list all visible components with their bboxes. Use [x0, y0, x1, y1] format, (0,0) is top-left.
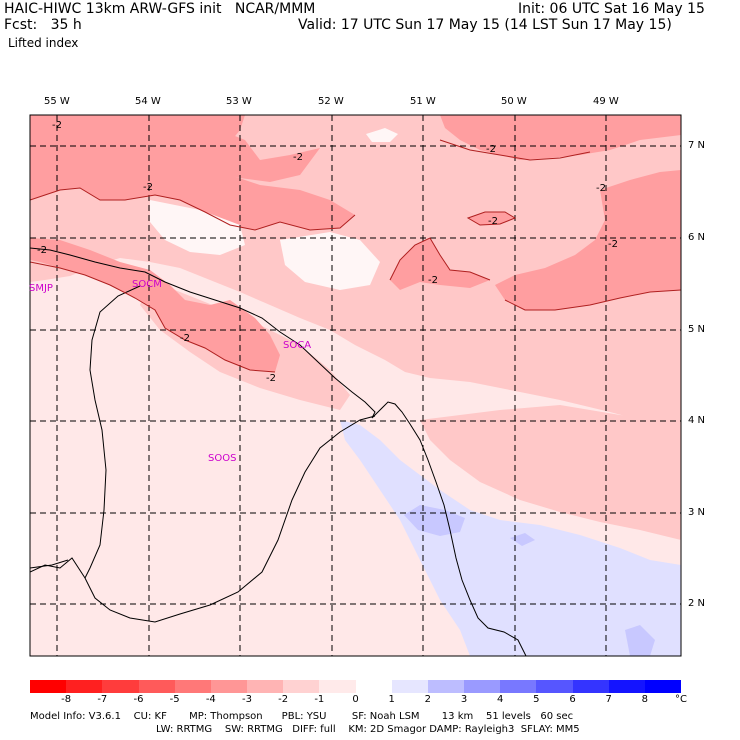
colorbar-tick-label: -3 — [242, 694, 252, 705]
forecast-hour: Fcst: 35 h — [4, 17, 82, 33]
colorbar-cell — [30, 680, 67, 693]
station-label-smjp: SMJP — [29, 283, 53, 294]
contour-label: -2 — [143, 182, 153, 193]
contour-label: -2 — [293, 152, 303, 163]
colorbar-cell — [247, 680, 284, 693]
border-line-south-west — [30, 559, 69, 569]
colorbar-tick-label: 1 — [388, 694, 395, 705]
init-time: Init: 06 UTC Sat 16 May 15 — [518, 1, 705, 17]
contour-label: -2 — [266, 373, 276, 384]
colorbar-tick-label: 2 — [424, 694, 432, 705]
colorbar-tick-label: -8 — [61, 694, 72, 705]
li-minus2-region-east — [420, 405, 681, 540]
li-minus3-region-coast — [30, 238, 280, 372]
colorbar-tick-label: 6 — [569, 694, 576, 705]
lon-label: 49 W — [593, 96, 619, 107]
lon-label: 51 W — [410, 96, 436, 107]
li-minus3-region-northwest — [30, 115, 355, 230]
field-name: Lifted index — [8, 36, 79, 50]
contour-label: -2 — [596, 183, 606, 194]
colorbar-cell — [138, 680, 176, 693]
colorbar-tick-label: -2 — [278, 694, 289, 705]
colorbar-tick-label: 3 — [460, 694, 468, 705]
lon-label: 50 W — [501, 96, 527, 107]
lon-label: 53 W — [226, 96, 252, 107]
colorbar-cell — [644, 680, 682, 693]
colorbar-tick-label: 7 — [605, 694, 612, 705]
contour-label: -2 — [488, 216, 498, 227]
lat-lon-grid — [30, 115, 681, 656]
colorbar-cell — [572, 680, 610, 693]
station-label-socm: SOCM — [132, 279, 162, 290]
colorbar-cell — [319, 680, 356, 693]
colorbar-cell — [464, 680, 501, 693]
colorbar-tick-label: -1 — [314, 694, 325, 705]
lon-label: 52 W — [318, 96, 344, 107]
lat-label: 4 N — [688, 415, 706, 426]
colorbar-tick-label: 5 — [533, 694, 540, 705]
colorbar-tick-label: -6 — [133, 694, 144, 705]
contour-label: -2 — [52, 120, 62, 131]
li-minus3-region-small — [468, 212, 515, 225]
lat-label: 3 N — [688, 507, 706, 518]
station-label-soca: SOCA — [283, 340, 312, 351]
li-zero-region-center — [280, 232, 380, 290]
contour-label: -2 — [428, 275, 438, 286]
colorbar-cell — [102, 680, 139, 693]
contour-lines — [30, 139, 681, 373]
colorbar-cell — [210, 680, 248, 693]
valid-time: Valid: 17 UTC Sun 17 May 15 (14 LST Sun … — [298, 17, 672, 33]
li-plus2-region-b — [510, 533, 535, 546]
colorbar-cell — [500, 680, 537, 693]
colorbar-cell — [427, 680, 465, 693]
colorbar-cell — [283, 680, 320, 693]
li-minus3-region-east — [495, 170, 681, 310]
colorbar-tick-label: -4 — [205, 694, 216, 705]
model-info-line1: Model Info: V3.6.1 CU: KF MP: Thompson P… — [30, 711, 574, 722]
colorbar-cell — [174, 680, 212, 693]
colorbar-tick-label: -7 — [97, 694, 108, 705]
li-zero-region-small — [366, 128, 398, 142]
li-zero-region-west — [150, 200, 245, 255]
contour-label: -2 — [486, 144, 496, 155]
colorbar-unit: °C — [675, 694, 687, 705]
model-info-line2: LW: RRTMG SW: RRTMG DIFF: full KM: 2D Sm… — [156, 724, 580, 735]
contour-label: -2 — [608, 239, 618, 250]
colorbar-tick-label: -5 — [169, 694, 180, 705]
coastline — [30, 247, 527, 656]
lat-label: 5 N — [688, 324, 706, 335]
colorbar-tick-label: 4 — [496, 694, 504, 705]
contour-label: -2 — [180, 333, 190, 344]
li-minus3-region-north-ridge — [130, 128, 320, 182]
border-line — [30, 415, 376, 623]
station-label-soos: SOOS — [208, 453, 237, 464]
model-title: HAIC-HIWC 13km ARW-GFS init NCAR/MMM — [4, 1, 316, 17]
colorbar-cell — [536, 680, 573, 693]
lat-label: 6 N — [688, 232, 706, 243]
contour-label: -2 — [37, 245, 47, 256]
lon-label: 54 W — [135, 96, 161, 107]
colorbar-cell — [355, 680, 393, 693]
colorbar-tick-label: 0 — [352, 694, 359, 705]
border-line-west — [84, 285, 141, 579]
li-plus2-region-c — [625, 625, 655, 656]
colorbar-cell — [391, 680, 429, 693]
li-minus3-region-northeast — [440, 115, 681, 160]
colorbar-cell — [608, 680, 646, 693]
lat-label: 7 N — [688, 140, 706, 151]
lat-label: 2 N — [688, 598, 706, 609]
colorbar-cell — [66, 680, 103, 693]
li-minus3-region-center-east — [390, 238, 490, 290]
colorbar-tick-label: 8 — [641, 694, 649, 705]
lon-label: 55 W — [44, 96, 70, 107]
